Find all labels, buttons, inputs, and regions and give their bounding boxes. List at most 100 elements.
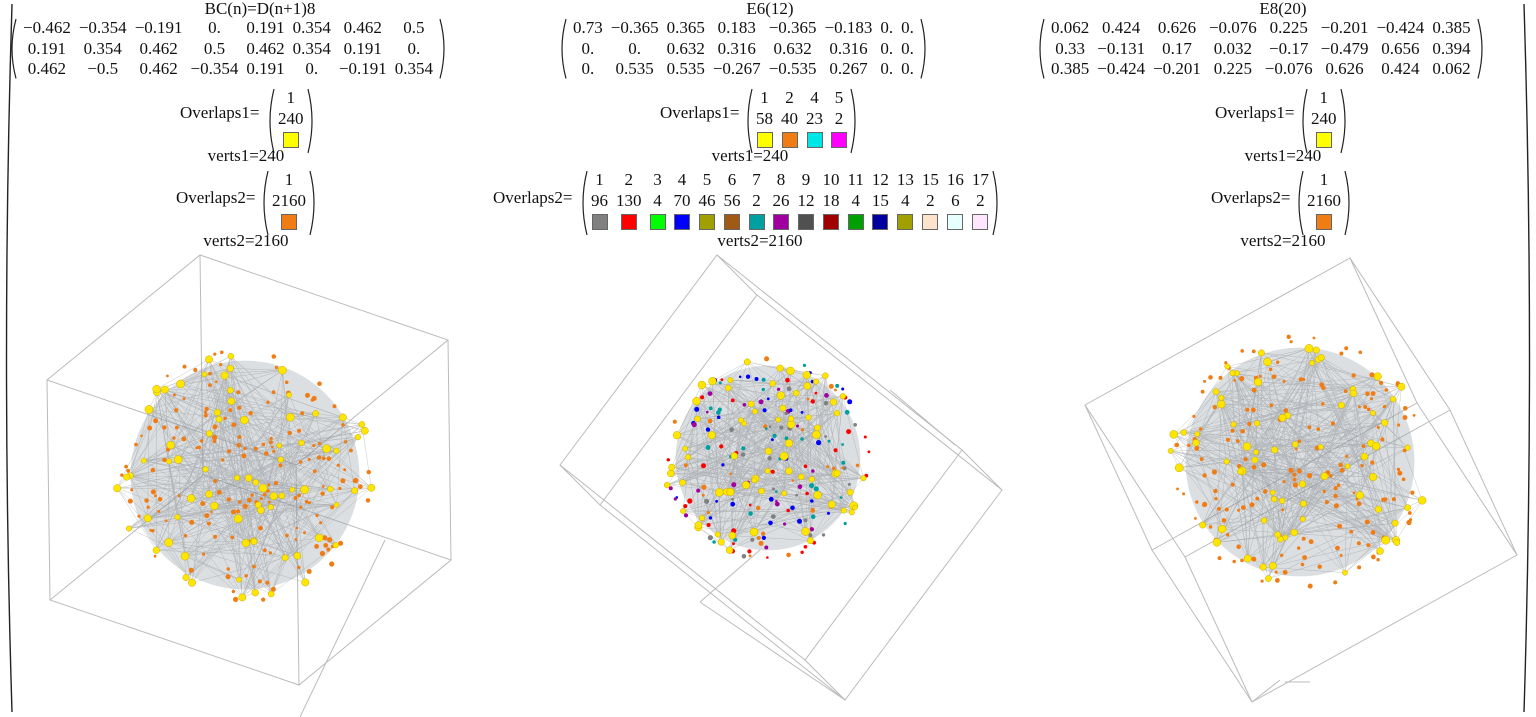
vertex-point	[262, 492, 267, 497]
overlap-count: 4	[851, 190, 860, 210]
vertex-point	[1317, 443, 1324, 450]
vertex-point	[1319, 382, 1325, 388]
vertex-point	[811, 469, 815, 473]
vertex-point	[312, 444, 316, 448]
vertex-point	[810, 508, 816, 513]
vertex-point	[663, 481, 671, 489]
vertex-point	[271, 354, 277, 359]
matrix-cell: 0.462	[27, 59, 67, 78]
vertex-point	[336, 463, 340, 467]
vertex-point	[238, 593, 247, 602]
polytope-projection-e6[interactable]	[530, 250, 1010, 717]
vertex-point	[1300, 500, 1307, 508]
vertex-point	[269, 436, 273, 441]
vertex-point	[668, 486, 673, 491]
vertex-point	[714, 488, 724, 497]
matrix-row: 0.33 −0.131 0.17 0.032 −0.17 −0.479 0.656 0.394	[1047, 39, 1475, 60]
vertex-point	[126, 468, 131, 473]
overlaps1-block: Overlaps1= 1 2 4 5 58 40 23 2	[660, 88, 870, 154]
vertex-point	[841, 466, 844, 470]
overlaps2-label: Overlaps2=	[493, 188, 573, 207]
vertex-point	[1230, 428, 1235, 433]
vertex-point	[802, 370, 811, 380]
vertex-point	[124, 464, 128, 469]
vertex-point	[776, 364, 784, 372]
matrix-row: 0. 0.535 0.535 −0.267 −0.535 0.267 0. 0.	[569, 59, 918, 80]
vertex-point	[767, 456, 772, 461]
vertex-point	[269, 492, 278, 501]
vertex-point	[320, 491, 325, 496]
matrix-cell: 0.354	[83, 38, 122, 58]
vertex-point	[672, 431, 681, 440]
vertex-point	[1342, 569, 1348, 576]
vertex-point	[1358, 350, 1363, 355]
matrix-cell: −0.462	[23, 18, 71, 37]
vertex-point	[157, 497, 163, 502]
vertex-point	[790, 505, 795, 511]
vertex-point	[797, 518, 802, 524]
vertex-point	[684, 454, 692, 461]
overlaps-right-paren	[992, 170, 998, 236]
vertex-point	[761, 531, 766, 536]
vertex-point	[822, 372, 829, 379]
swatch-cell	[670, 211, 695, 232]
matrix-cell: −0.354	[78, 18, 127, 37]
vertex-point	[1364, 519, 1370, 525]
vertex-point	[801, 527, 810, 536]
matrix-cell: 0.062	[1432, 59, 1471, 78]
vertex-point	[1236, 544, 1241, 549]
vertex-point	[1208, 525, 1213, 529]
vertex-point	[808, 476, 815, 483]
vertex-point	[267, 500, 271, 504]
vertex-point	[828, 383, 834, 389]
vertex-point	[1199, 457, 1204, 462]
vertex-point	[1402, 415, 1408, 420]
vertex-point	[835, 383, 840, 388]
vertex-point	[162, 457, 167, 463]
swatch-cell	[268, 211, 310, 232]
overlap-id: 5	[834, 88, 844, 108]
vertex-point	[679, 479, 686, 486]
vertex-point	[1247, 421, 1252, 427]
vertex-point	[189, 519, 195, 525]
vertex-point	[287, 430, 292, 436]
vertex-point	[1251, 464, 1257, 470]
matrix-cell: 0.	[407, 38, 421, 58]
vertex-point	[707, 391, 713, 396]
vertex-point	[1282, 480, 1286, 484]
vertex-point	[1214, 497, 1218, 501]
overlap-count: 23	[806, 108, 823, 128]
vertex-point	[278, 463, 283, 468]
overlap-count: 2160	[1307, 190, 1341, 210]
vertex-point	[1379, 380, 1384, 385]
vertex-point	[281, 554, 289, 562]
vertex-point	[827, 511, 830, 515]
vertex-point	[146, 505, 150, 509]
overlaps-right-paren	[309, 170, 315, 236]
overlaps2-matrix: 1 2160	[263, 170, 315, 236]
overlaps-ids-row: 1 2 3 4 5 6 7 8 9 10 11 12 13 15 16 17	[587, 170, 993, 191]
matrix-cell: 0.316	[717, 38, 756, 58]
vertex-point	[783, 522, 787, 526]
vertex-point	[227, 387, 234, 394]
vertex-point	[266, 489, 270, 493]
vertex-point	[153, 554, 157, 558]
color-swatch	[922, 214, 939, 231]
vertex-point	[687, 498, 693, 504]
vertex-point	[667, 469, 675, 478]
vertex-point	[696, 488, 701, 493]
vertex-point	[1241, 505, 1246, 510]
vertex-point	[257, 579, 262, 584]
overlap-count: 4	[653, 190, 662, 210]
vertex-point	[1349, 529, 1354, 534]
vertex-point	[276, 442, 283, 449]
polytope-projection-e8[interactable]	[1070, 250, 1530, 717]
vertex-point	[761, 535, 766, 540]
vertex-point	[752, 408, 758, 415]
vertex-point	[800, 428, 804, 432]
vertex-point	[360, 426, 369, 435]
vertex-point	[258, 525, 263, 531]
vertex-point	[250, 538, 258, 545]
vertex-point	[725, 546, 734, 554]
polytope-projection-bcn[interactable]	[0, 250, 500, 717]
